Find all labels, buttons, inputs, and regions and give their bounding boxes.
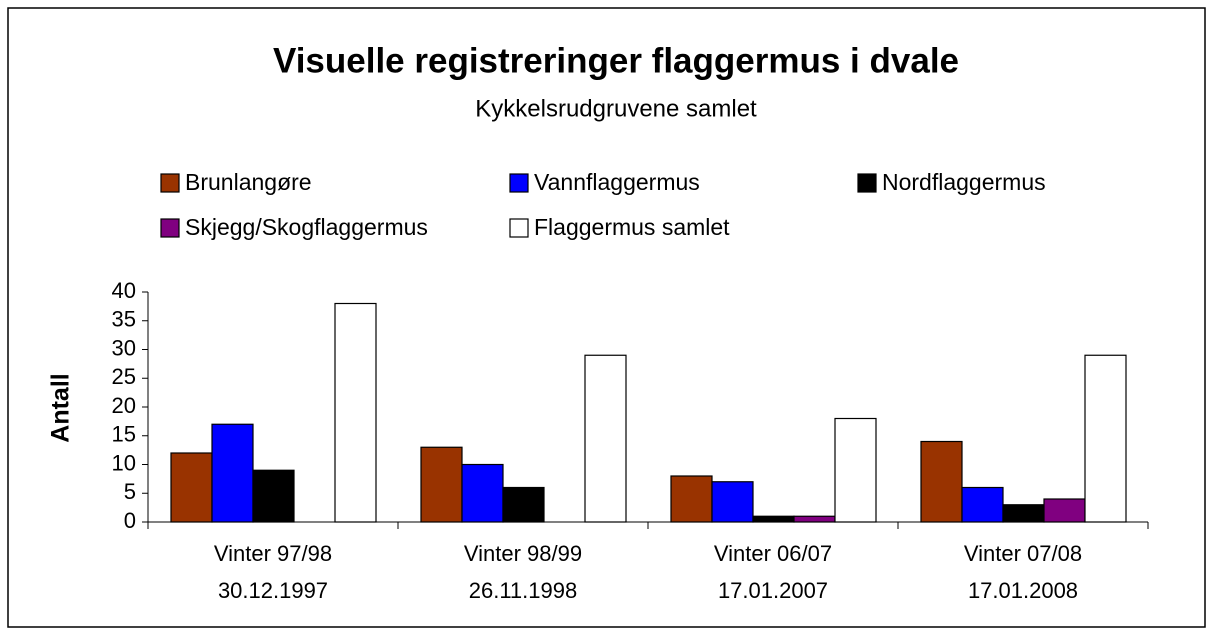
- chart-title: Visuelle registreringer flaggermus i dva…: [273, 41, 959, 80]
- y-tick-label: 0: [124, 508, 136, 533]
- x-tick-label: 17.01.2007: [718, 578, 828, 603]
- bar: [752, 515, 795, 523]
- bar: [502, 486, 545, 523]
- y-tick-label: 10: [112, 450, 136, 475]
- x-tick-label: 26.11.1998: [469, 578, 577, 603]
- bar: [1084, 354, 1127, 523]
- y-tick-label: 20: [112, 393, 136, 418]
- legend-label: Vannflaggermus: [534, 169, 700, 195]
- bar: [1002, 504, 1045, 523]
- x-tick-label: Vinter 06/07: [714, 541, 832, 566]
- y-tick-label: 5: [124, 479, 136, 504]
- x-tick-label: 30.12.1997: [218, 578, 328, 603]
- bar: [1043, 498, 1086, 523]
- legend-label: Skjegg/Skogflaggermus: [185, 214, 428, 240]
- x-tick-label: Vinter 97/98: [214, 541, 332, 566]
- chart-border: [7, 7, 1206, 628]
- bar: [420, 446, 463, 523]
- legend-label: Nordflaggermus: [882, 169, 1046, 195]
- bar: [461, 463, 504, 523]
- x-tick-label: Vinter 98/99: [464, 541, 582, 566]
- bar: [961, 486, 1004, 523]
- legend-swatch: [509, 173, 529, 193]
- y-tick-label: 25: [112, 364, 136, 389]
- bar: [711, 481, 754, 523]
- bar: [334, 302, 377, 523]
- bar: [920, 440, 963, 523]
- legend-label: Brunlangøre: [185, 169, 312, 195]
- y-tick-label: 40: [112, 278, 136, 303]
- bar: [211, 423, 254, 523]
- legend-swatch: [160, 173, 180, 193]
- legend-swatch: [160, 218, 180, 238]
- x-tick-label: 17.01.2008: [968, 578, 1078, 603]
- legend-swatch: [509, 218, 529, 238]
- bar: [252, 469, 295, 523]
- y-tick-label: 15: [112, 422, 136, 447]
- bar: [170, 452, 213, 523]
- legend-label: Flaggermus samlet: [534, 214, 730, 240]
- y-axis-label: Antall: [47, 373, 75, 442]
- chart-subtitle: Kykkelsrudgruvene samlet: [475, 95, 757, 122]
- bar: [834, 417, 877, 523]
- y-tick-label: 35: [112, 307, 136, 332]
- bar: [584, 354, 627, 523]
- y-tick-label: 30: [112, 335, 136, 360]
- bar: [793, 515, 836, 523]
- x-tick-label: Vinter 07/08: [964, 541, 1082, 566]
- legend-swatch: [857, 173, 877, 193]
- bar: [670, 475, 713, 523]
